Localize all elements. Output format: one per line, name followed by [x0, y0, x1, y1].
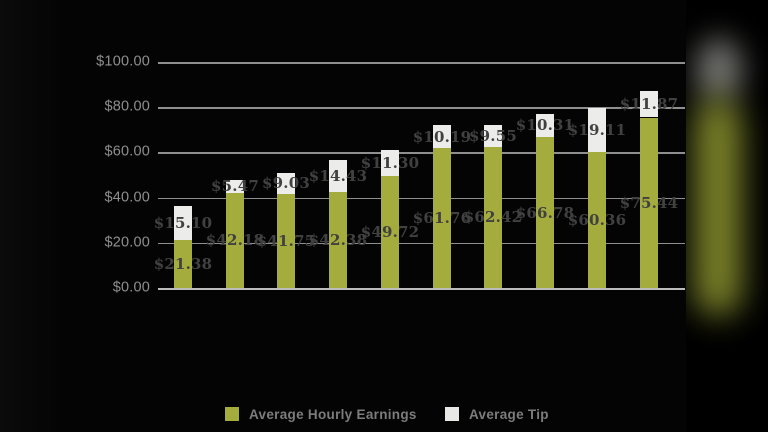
bar-segment-tip [277, 173, 295, 194]
bar-value-label-tip: $5.47 [211, 177, 259, 196]
bar-segment-hourly-earnings [588, 151, 606, 288]
legend-item-average-hourly-earnings: Average Hourly Earnings [225, 404, 417, 424]
bar-segment-tip [640, 90, 658, 118]
bar-segment-hourly-earnings [174, 239, 192, 288]
bar-value-label-earnings: $49.72 [360, 222, 420, 241]
chart-legend: Average Hourly Earnings Average Tip [0, 404, 768, 428]
bar-value-label-tip: $14.43 [308, 166, 368, 185]
background-blur-left [0, 0, 62, 432]
background-blur-right [686, 0, 768, 432]
bar-value-label-tip: $10.31 [515, 116, 575, 135]
bar-segment-tip [536, 113, 554, 138]
bar-value-label-earnings: $61.76 [412, 209, 472, 228]
bar-segment-hourly-earnings [226, 192, 244, 288]
bar-value-label-tip: $15.10 [153, 213, 213, 232]
gridline [158, 288, 685, 290]
bar-segment-tip [381, 150, 399, 176]
bar-segment-hourly-earnings [536, 137, 554, 288]
bar-value-label-earnings: $21.38 [153, 254, 213, 273]
legend-item-average-tip: Average Tip [445, 404, 549, 424]
legend-label-tip: Average Tip [469, 406, 549, 422]
bar-value-label-earnings: $75.44 [619, 193, 679, 212]
bar-segment-tip [433, 125, 451, 149]
blurred-tip-bar-reflection [696, 38, 742, 102]
gridline [158, 197, 685, 200]
bar-segment-hourly-earnings [484, 146, 502, 288]
bar-segment-hourly-earnings [277, 193, 295, 288]
y-axis-tick-label: $100.00 [96, 53, 150, 70]
bar-segment-tip [588, 108, 606, 152]
bar-segment-tip [174, 205, 192, 240]
bar-segment-tip [484, 125, 502, 147]
legend-label-earnings: Average Hourly Earnings [249, 406, 417, 422]
bar-segment-hourly-earnings [433, 148, 451, 288]
y-axis-tick-label: $40.00 [104, 189, 150, 206]
bar-value-label-tip: $19.11 [567, 120, 627, 139]
bar-value-label-earnings: $42.38 [308, 231, 368, 250]
bar-value-label-tip: $9.55 [469, 127, 517, 146]
y-axis-tick-label: $60.00 [104, 144, 150, 161]
bar-value-label-earnings: $60.36 [567, 210, 627, 229]
gridline [158, 152, 685, 154]
bar-value-label-tip: $11.30 [360, 153, 420, 172]
y-axis-tick-label: $20.00 [104, 234, 150, 251]
bar-segment-tip [226, 180, 244, 193]
y-axis-tick-label: $80.00 [104, 98, 150, 115]
bar-value-label-earnings: $66.78 [515, 203, 575, 222]
bar-segment-hourly-earnings [329, 192, 347, 288]
bar-value-label-earnings: $41.75 [256, 231, 316, 250]
blurred-earnings-bar-reflection [694, 98, 742, 316]
bar-value-label-earnings: $62.42 [463, 208, 523, 227]
legend-swatch-earnings-icon [225, 407, 239, 421]
bar-value-label-tip: $10.19 [412, 127, 472, 146]
bar-segment-tip [329, 159, 347, 193]
gridline [158, 107, 685, 109]
gridline [158, 242, 685, 245]
bar-value-label-tip: $11.87 [619, 95, 679, 114]
bar-value-label-earnings: $42.18 [205, 231, 265, 250]
bar-value-label-tip: $9.03 [262, 174, 310, 193]
bar-segment-hourly-earnings [640, 117, 658, 288]
bar-segment-hourly-earnings [381, 175, 399, 288]
legend-swatch-tip-icon [445, 407, 459, 421]
gridline [158, 62, 685, 64]
y-axis-tick-label: $0.00 [112, 279, 150, 296]
